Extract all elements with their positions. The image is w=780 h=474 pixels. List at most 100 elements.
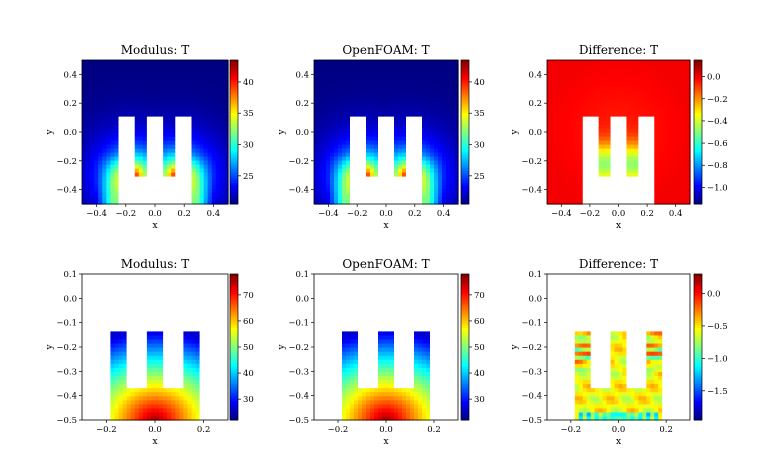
colorbar-segment xyxy=(461,110,469,114)
heatmap-cell xyxy=(155,152,160,157)
heatmap-cell xyxy=(155,342,160,348)
heatmap-cell xyxy=(562,144,568,149)
heatmap-cell xyxy=(314,116,319,121)
heatmap-cell xyxy=(195,371,201,376)
heatmap-cell xyxy=(183,399,189,405)
heatmap-cell xyxy=(90,100,95,105)
heatmap-cell xyxy=(150,132,156,137)
heatmap-cell xyxy=(199,92,205,97)
heatmap-cell xyxy=(114,367,120,372)
colorbar-segment xyxy=(230,115,238,119)
heatmap-cell xyxy=(686,84,691,89)
heatmap-cell xyxy=(163,160,168,165)
heatmap-cell xyxy=(342,200,347,205)
heatmap-cell xyxy=(114,156,120,161)
heatmap-cell xyxy=(602,68,608,73)
heatmap-cell xyxy=(450,108,455,113)
heatmap-cell xyxy=(634,92,639,97)
heatmap-cell xyxy=(171,104,176,109)
heatmap-cell xyxy=(175,363,180,368)
heatmap-cell xyxy=(654,112,659,117)
heatmap-cell xyxy=(346,124,351,129)
heatmap-cell xyxy=(350,180,355,185)
heatmap-cell xyxy=(130,112,136,117)
heatmap-cell xyxy=(418,72,423,77)
heatmap-cell xyxy=(586,92,592,97)
colorbar-segment xyxy=(461,74,469,78)
heatmap-cell xyxy=(338,156,343,161)
heatmap-cell xyxy=(118,359,124,364)
heatmap-cell xyxy=(199,200,205,205)
heatmap-cell xyxy=(438,124,443,129)
heatmap-cell xyxy=(195,355,201,360)
heatmap-cell xyxy=(82,100,87,105)
heatmap-cell xyxy=(642,128,647,133)
heatmap-cell xyxy=(630,116,635,121)
heatmap-cell xyxy=(114,355,120,360)
heatmap-cell xyxy=(374,92,379,97)
heatmap-cell xyxy=(142,160,148,165)
heatmap-cell xyxy=(134,342,140,348)
heatmap-cell xyxy=(562,148,568,153)
heatmap-cell xyxy=(207,371,213,376)
heatmap-cell xyxy=(142,136,148,141)
heatmap-cell xyxy=(163,383,168,389)
heatmap-cell xyxy=(122,176,128,181)
heatmap-cell xyxy=(566,180,572,185)
heatmap-cell xyxy=(378,160,383,165)
heatmap-cell xyxy=(618,196,624,201)
heatmap-cell xyxy=(618,76,624,81)
heatmap-cell xyxy=(678,84,683,89)
heatmap-cell xyxy=(187,152,193,157)
heatmap-cell xyxy=(322,72,327,77)
heatmap-cell xyxy=(354,180,359,185)
heatmap-cell xyxy=(90,160,95,165)
heatmap-cell xyxy=(626,136,632,141)
heatmap-cell xyxy=(594,152,600,157)
heatmap-cell xyxy=(126,407,132,413)
heatmap-cell xyxy=(163,363,168,368)
heatmap-cell xyxy=(314,76,319,81)
heatmap-cell xyxy=(654,156,659,161)
heatmap-cell xyxy=(418,84,423,89)
heatmap-cell xyxy=(682,100,687,105)
heatmap-cell xyxy=(167,104,172,109)
heatmap-cell xyxy=(219,84,225,89)
heatmap-cell xyxy=(614,136,620,141)
heatmap-cell xyxy=(658,68,663,73)
heatmap-cell xyxy=(130,128,136,133)
heatmap-cell xyxy=(446,164,451,169)
heatmap-cell xyxy=(646,172,651,177)
heatmap-cell xyxy=(682,196,687,201)
heatmap-cell xyxy=(670,196,675,201)
heatmap-cell xyxy=(362,144,367,149)
heatmap-cell xyxy=(219,156,225,161)
heatmap-cell xyxy=(547,196,552,201)
heatmap-cell xyxy=(602,188,608,193)
heatmap-cell xyxy=(215,88,221,93)
heatmap-cell xyxy=(358,196,363,201)
heatmap-cell xyxy=(614,92,620,97)
heatmap-cell xyxy=(179,342,184,348)
heatmap-cell xyxy=(618,104,624,109)
heatmap-cell xyxy=(167,64,172,69)
heatmap-cell xyxy=(322,100,327,105)
heatmap-cell xyxy=(686,104,691,109)
heatmap-cell xyxy=(318,140,323,145)
heatmap-cell xyxy=(578,116,584,121)
heatmap-cell xyxy=(159,84,164,89)
heatmap-cell xyxy=(594,72,600,77)
heatmap-cell xyxy=(167,200,172,205)
heatmap-cell xyxy=(618,160,624,165)
heatmap-cell xyxy=(626,68,632,73)
heatmap-cell xyxy=(155,176,160,181)
heatmap-cell xyxy=(163,347,168,352)
heatmap-cell xyxy=(370,140,375,145)
heatmap-cell xyxy=(346,104,351,109)
heatmap-cell xyxy=(118,72,124,77)
heatmap-cell xyxy=(102,100,107,105)
heatmap-cell xyxy=(142,176,148,181)
heatmap-cell xyxy=(358,148,363,153)
heatmap-cell xyxy=(646,100,651,105)
heatmap-cell xyxy=(550,152,556,157)
